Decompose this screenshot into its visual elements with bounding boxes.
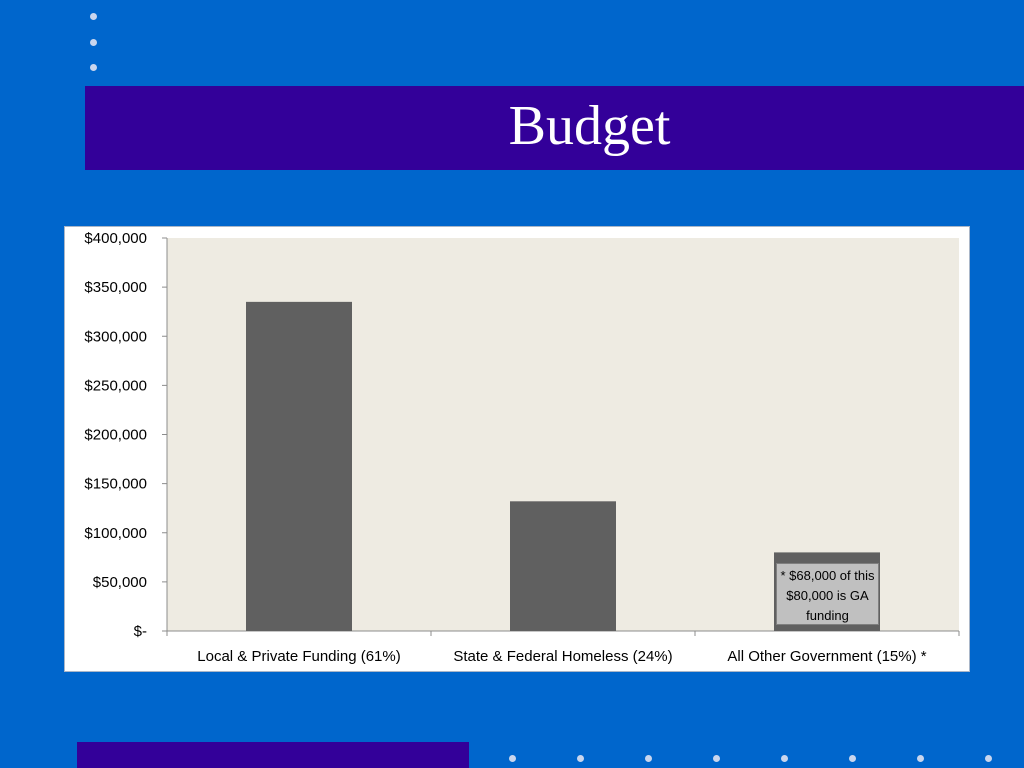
y-tick-label: $300,000: [84, 328, 147, 345]
y-tick-label: $400,000: [84, 230, 147, 247]
decorative-dot: [90, 13, 97, 20]
slide-title: Budget: [508, 95, 671, 157]
decorative-dot: [985, 755, 992, 762]
chart: $- $50,000 $100,000 $150,000 $200,000 $250,00…: [64, 226, 970, 672]
bar: [510, 501, 616, 631]
decorative-dot: [713, 755, 720, 762]
y-tick-label: $-: [134, 623, 147, 640]
y-tick-label: $200,000: [84, 427, 147, 444]
x-tick-label: Local & Private Funding (61%): [197, 648, 400, 665]
chart-annotation: * $68,000 of this $80,000 is GA funding: [776, 563, 879, 625]
x-tick-label: All Other Government (15%) *: [727, 648, 926, 665]
decorative-dot: [509, 755, 516, 762]
chart-svg: $- $50,000 $100,000 $150,000 $200,000 $250,00…: [84, 230, 960, 665]
decorative-dot: [90, 39, 97, 46]
y-tick-label: $350,000: [84, 279, 147, 296]
bar: [246, 301, 352, 631]
y-tick-label: $250,000: [84, 377, 147, 394]
title-band: [85, 86, 1024, 170]
decorative-dot: [849, 755, 856, 762]
decorative-dot: [917, 755, 924, 762]
y-tick-label: $100,000: [84, 525, 147, 542]
decorative-dot: [90, 64, 97, 71]
decorative-dot: [781, 755, 788, 762]
decorative-dot: [645, 755, 652, 762]
decorative-dot: [577, 755, 584, 762]
x-tick-label: State & Federal Homeless (24%): [453, 648, 672, 665]
y-tick-label: $50,000: [93, 574, 147, 591]
bottom-band: [77, 742, 469, 768]
y-tick-label: $150,000: [84, 476, 147, 493]
